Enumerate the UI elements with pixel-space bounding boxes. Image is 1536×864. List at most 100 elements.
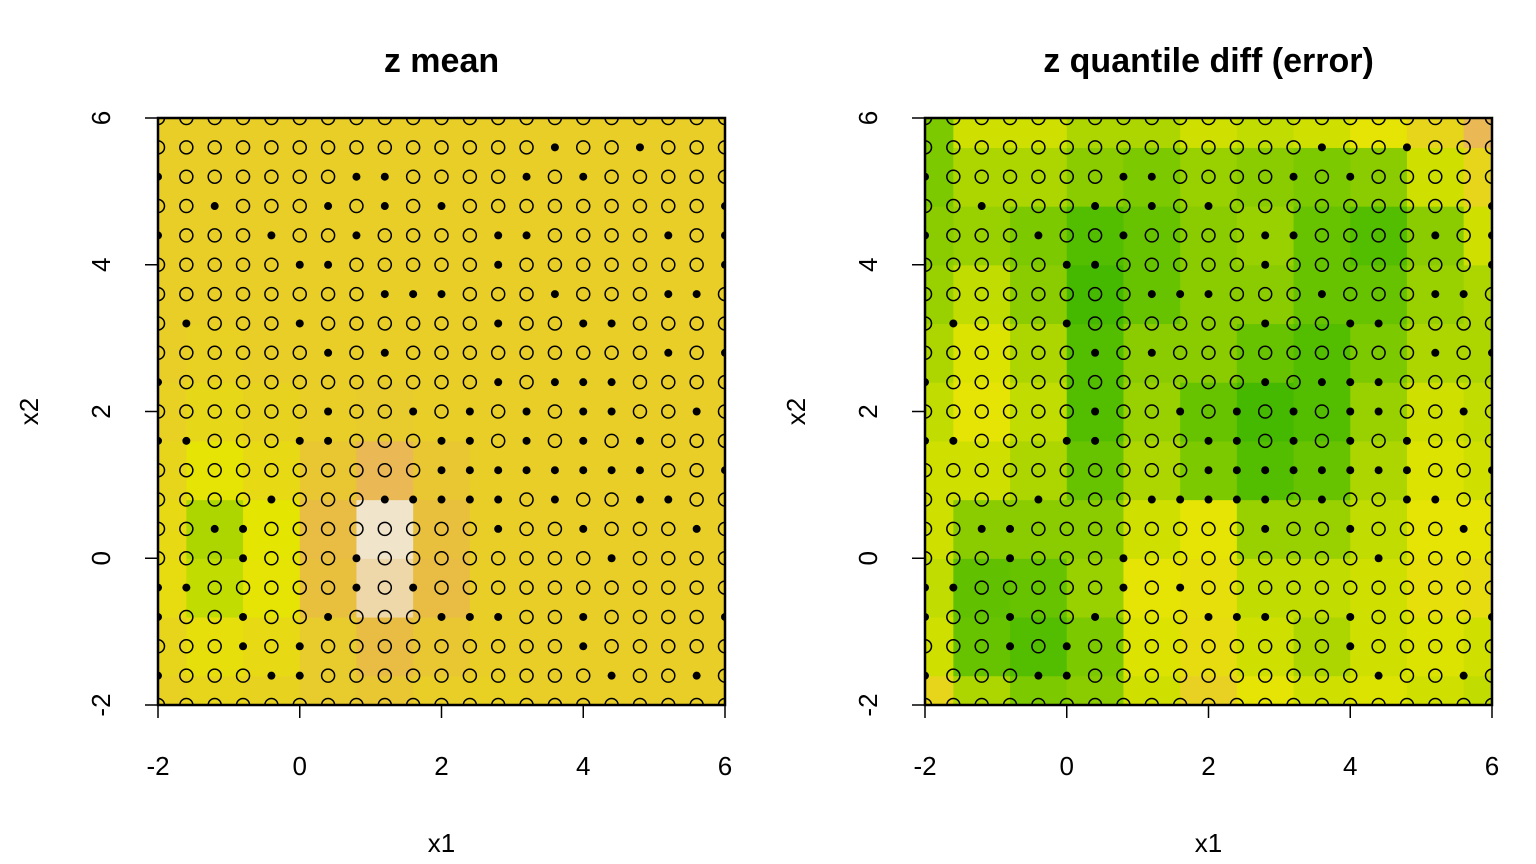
open-point (264, 345, 279, 361)
open-point (264, 169, 279, 184)
open-point (632, 668, 648, 683)
open-point (1343, 198, 1358, 214)
heat-cell (186, 323, 244, 383)
open-point (576, 492, 591, 507)
open-point (1144, 257, 1160, 272)
open-point (689, 169, 704, 184)
open-point (405, 228, 421, 243)
open-point (1399, 118, 1415, 126)
heat-cell (1406, 675, 1465, 705)
heat-cell (1180, 118, 1238, 148)
filled-point (579, 612, 588, 621)
open-point (1399, 668, 1415, 683)
filled-point (267, 495, 276, 504)
open-point (1343, 580, 1358, 595)
heat-cell (1180, 206, 1238, 266)
open-point (1059, 404, 1074, 419)
filled-point (1006, 612, 1015, 621)
filled-point (1317, 378, 1326, 387)
chart-title: z mean (384, 42, 499, 80)
open-point (434, 521, 449, 537)
open-point (377, 580, 393, 595)
filled-point (1402, 436, 1411, 445)
open-point (1371, 118, 1386, 126)
heat-cell (925, 616, 954, 677)
open-point (377, 118, 393, 126)
filled-point (522, 407, 531, 416)
filled-point (1346, 524, 1355, 533)
heat-cell (925, 440, 954, 501)
filled-point (295, 260, 304, 269)
open-point (1399, 169, 1415, 184)
open-point (320, 521, 336, 537)
open-point (349, 118, 364, 126)
open-point (264, 404, 279, 419)
y-axis-label: x2 (781, 398, 811, 425)
heat-cell (469, 382, 528, 442)
heat-cell (1180, 323, 1238, 383)
heat-cell (1123, 499, 1181, 559)
open-point (1484, 668, 1492, 683)
open-point (717, 169, 725, 184)
open-point (1371, 492, 1386, 507)
filled-point (692, 671, 701, 680)
heat-cell (1350, 118, 1408, 148)
heat-cell (1236, 675, 1295, 705)
open-point (1484, 551, 1492, 566)
open-point (1456, 169, 1471, 184)
open-point (1399, 257, 1415, 272)
open-point (576, 228, 591, 243)
open-point (1116, 492, 1131, 507)
open-point (1002, 462, 1018, 478)
open-point (1257, 404, 1273, 419)
heat-cell (356, 616, 414, 677)
open-point (207, 228, 222, 243)
filled-point (949, 436, 958, 445)
open-point (490, 286, 506, 302)
filled-point (1402, 466, 1411, 475)
heat-cell (1463, 440, 1492, 501)
heat-cell (413, 147, 471, 207)
heat-cell (1350, 675, 1408, 705)
open-point (717, 140, 725, 155)
open-point (1116, 668, 1131, 683)
filled-point (1204, 612, 1213, 621)
heat-cell (1350, 264, 1408, 325)
open-point (1428, 639, 1443, 654)
open-point (1144, 433, 1160, 449)
heat-cell (356, 206, 414, 266)
open-point (632, 580, 648, 595)
open-point (1031, 609, 1046, 625)
filled-point (1091, 348, 1100, 357)
y-tick-label: 6 (86, 111, 116, 125)
heat-cell (469, 558, 528, 618)
filled-point (465, 436, 474, 445)
open-point (1428, 697, 1443, 705)
open-point (1371, 433, 1386, 449)
filled-point (1374, 319, 1383, 328)
open-point (377, 257, 393, 272)
open-point (974, 118, 989, 126)
filled-point (1289, 172, 1298, 181)
filled-point (1034, 231, 1043, 240)
heat-cell (639, 147, 698, 207)
open-point (1371, 169, 1386, 184)
open-point (717, 404, 725, 419)
open-point (1002, 118, 1018, 126)
open-point (235, 140, 251, 155)
heat-cell (1236, 323, 1295, 383)
heat-cell (1293, 499, 1351, 559)
filled-point (182, 319, 191, 328)
open-point (1314, 668, 1330, 683)
open-point (320, 118, 336, 126)
open-point (462, 668, 478, 683)
open-point (377, 404, 393, 419)
filled-point (324, 348, 333, 357)
heat-cell (1293, 118, 1351, 148)
open-point (434, 169, 449, 184)
open-point (1371, 521, 1386, 537)
open-point (377, 551, 393, 566)
filled-point (352, 583, 361, 592)
open-point (925, 140, 933, 155)
filled-point (1204, 495, 1213, 504)
